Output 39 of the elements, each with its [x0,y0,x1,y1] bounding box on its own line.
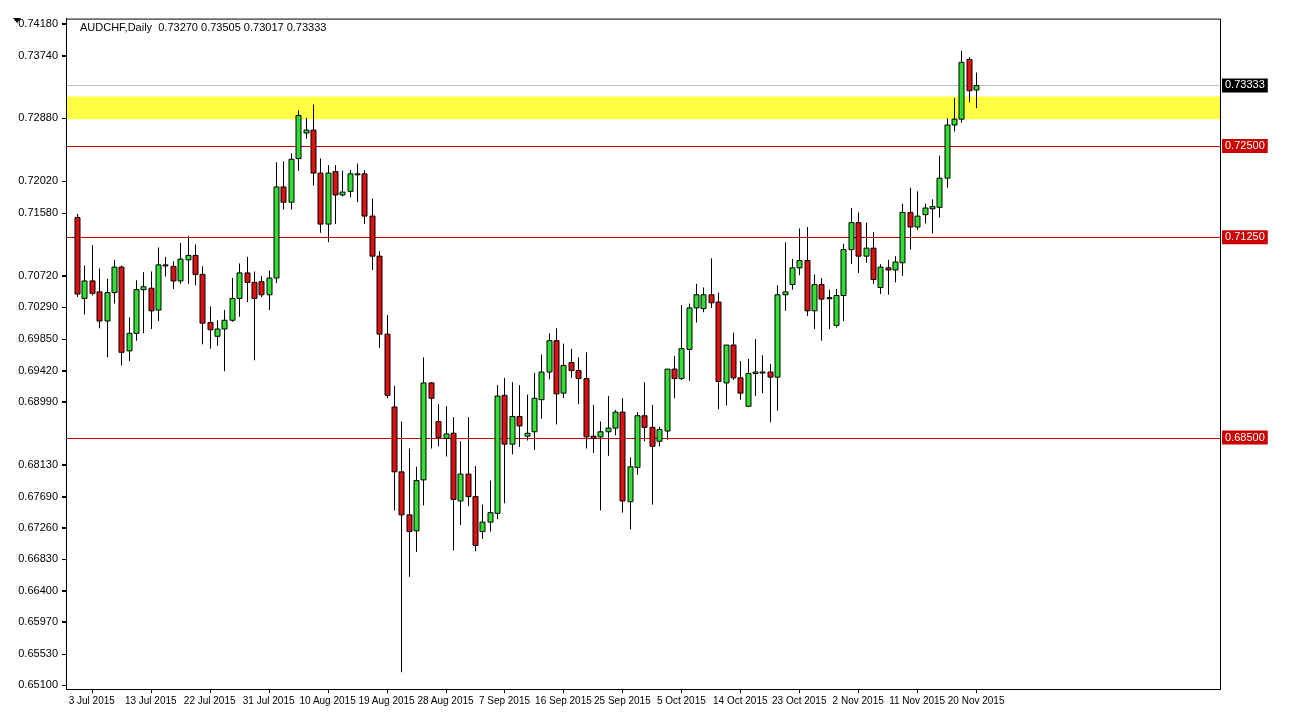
x-tick-label: 25 Sep 2015 [594,694,652,706]
chart-title: AUDCHF,Daily 0.73270 0.73505 0.73017 0.73333 [80,21,327,34]
y-tick-label: 0.67690 [18,489,58,502]
y-tick-label: 0.72880 [18,111,58,124]
y-tick-label: 0.71580 [18,206,58,219]
x-tick-label: 5 Oct 2015 [656,694,707,706]
y-tick-label: 0.70720 [18,268,58,281]
x-tick-label: 7 Sep 2015 [478,694,531,706]
ref-line-label: 0.72500 [1225,139,1265,152]
x-tick-label: 2 Nov 2015 [832,694,885,706]
ref-line-label: 0.71250 [1225,230,1265,243]
x-tick-label: 31 Jul 2015 [242,694,295,706]
y-tick-label: 0.70290 [18,300,58,313]
ref-line-label: 0.73333 [1225,78,1265,91]
x-tick-label: 11 Nov 2015 [889,694,946,706]
y-tick-label: 0.74180 [18,16,58,29]
y-tick-label: 0.66830 [18,552,58,565]
y-tick-label: 0.65530 [18,647,58,660]
x-tick-label: 23 Oct 2015 [772,694,827,706]
x-tick-label: 16 Sep 2015 [535,694,593,706]
y-tick-label: 0.65100 [18,678,58,691]
x-tick-label: 14 Oct 2015 [713,694,768,706]
y-tick-label: 0.69420 [18,363,58,376]
x-tick-label: 22 Jul 2015 [183,694,236,706]
y-tick-label: 0.68130 [18,457,58,470]
y-tick-label: 0.66400 [18,583,58,596]
y-tick-label: 0.72020 [18,174,58,187]
y-tick-label: 0.67260 [18,520,58,533]
y-tick-label: 0.73740 [18,48,58,61]
x-tick-label: 20 Nov 2015 [947,694,1005,706]
x-tick-label: 28 Aug 2015 [417,694,475,706]
y-tick-label: 0.65970 [18,614,58,627]
x-tick-label: 19 Aug 2015 [358,694,416,706]
y-tick-label: 0.68990 [18,394,58,407]
x-tick-label: 13 Jul 2015 [124,694,178,706]
x-tick-label: 3 Jul 2015 [68,694,116,706]
y-tick-label: 0.69850 [18,332,58,345]
ref-line-label: 0.68500 [1225,430,1265,443]
x-tick-label: 10 Aug 2015 [299,694,357,706]
